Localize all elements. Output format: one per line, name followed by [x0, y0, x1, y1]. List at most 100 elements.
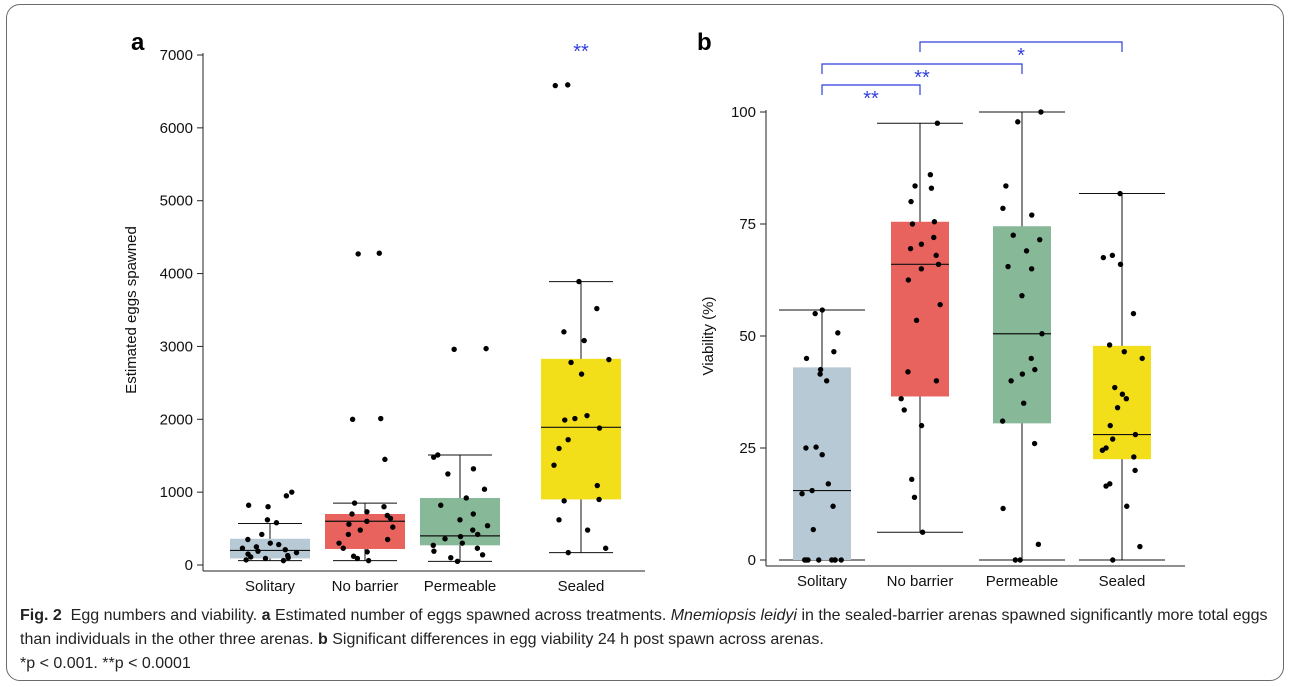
caption-species: Mnemiopsis leidyi [670, 607, 797, 624]
data-point-solitary [245, 502, 252, 508]
y-tick-label: 2000 [160, 411, 193, 428]
y-tick-label: 1000 [160, 484, 193, 501]
data-point-permeable [435, 452, 441, 458]
caption-panel-a-label: a [261, 607, 271, 624]
data-point-solitary [799, 490, 805, 497]
data-point-no-barrier [919, 529, 926, 535]
data-point-no-barrier [934, 120, 941, 126]
data-point-solitary [803, 557, 809, 563]
y-tick-label: 50 [739, 328, 756, 345]
data-point-permeable [1015, 119, 1021, 125]
panel-b-chart: 0 25 50 75 100 Viability (%) b Solitary No barri… [697, 29, 1185, 590]
data-point-no-barrier [901, 407, 907, 413]
data-point-sealed [1109, 436, 1116, 442]
data-point-no-barrier [918, 422, 925, 429]
data-point-permeable [463, 495, 469, 501]
data-point-solitary [289, 489, 295, 495]
data-point-permeable [1012, 557, 1019, 563]
data-point-solitary [280, 557, 287, 564]
data-point-no-barrier [918, 241, 925, 247]
data-point-no-barrier [931, 234, 937, 241]
data-point-permeable [470, 527, 476, 533]
data-point-permeable [1028, 266, 1035, 272]
y-tick-label: 5000 [160, 193, 193, 210]
data-point-no-barrier [905, 277, 912, 283]
data-point-permeable [479, 552, 486, 558]
data-point-solitary [264, 517, 271, 523]
data-point-no-barrier [381, 504, 387, 510]
data-point-solitary [293, 549, 300, 556]
data-point-sealed [565, 82, 571, 88]
data-point-sealed [1139, 355, 1145, 362]
y-axis-label: Viability (%) [700, 297, 717, 376]
y-tick-label: 0 [748, 552, 756, 569]
box-solitary [793, 367, 851, 560]
data-point-sealed [594, 482, 600, 489]
data-point-permeable [1017, 557, 1023, 563]
data-point-permeable [1020, 400, 1027, 406]
y-tick-label: 6000 [160, 120, 193, 137]
data-point-no-barrier [376, 250, 382, 256]
data-point-no-barrier [365, 557, 372, 564]
significance-label: ** [914, 67, 930, 89]
box-no-barrier [891, 221, 949, 397]
data-point-no-barrier [912, 183, 918, 189]
box-sealed [541, 358, 621, 500]
data-point-sealed [1132, 431, 1139, 438]
data-point-sealed [1131, 454, 1137, 460]
caption-panel-a-text: Estimated number of eggs spawned across … [274, 607, 667, 624]
data-point-solitary [253, 544, 260, 550]
data-point-sealed [561, 498, 567, 504]
data-point-permeable [470, 466, 477, 472]
data-point-solitary [817, 371, 823, 377]
data-point-sealed [561, 329, 567, 335]
data-point-solitary [832, 557, 838, 563]
data-point-no-barrier [364, 509, 370, 515]
data-point-solitary [282, 547, 288, 553]
data-point-no-barrier [931, 219, 938, 225]
data-point-sealed [1137, 543, 1143, 550]
data-point-permeable [1039, 331, 1045, 337]
caption-panel-b-text: Significant differences in egg viability… [332, 631, 824, 648]
data-point-solitary [239, 545, 246, 551]
data-point-solitary [835, 330, 841, 336]
y-tick-label: 3000 [160, 338, 193, 355]
data-point-sealed [1124, 503, 1130, 509]
data-point-sealed [602, 545, 609, 551]
data-point-permeable [1023, 248, 1030, 254]
x-tick-label: Permeable [424, 578, 497, 595]
data-point-no-barrier [905, 369, 911, 375]
data-point-permeable [430, 542, 436, 549]
data-point-no-barrier [364, 518, 370, 524]
x-tick-label: Sealed [1099, 573, 1146, 590]
data-point-sealed [1100, 254, 1107, 261]
data-point-permeable [1035, 541, 1042, 548]
data-point-no-barrier [918, 266, 925, 272]
data-point-no-barrier [913, 317, 920, 324]
y-tick-label: 25 [739, 440, 756, 457]
data-point-sealed [584, 412, 590, 419]
data-point-permeable [457, 517, 463, 523]
data-point-no-barrier [384, 512, 391, 519]
data-point-permeable [475, 531, 481, 538]
data-point-sealed [1109, 252, 1116, 259]
data-point-sealed [1123, 396, 1130, 402]
data-point-permeable [1028, 355, 1034, 362]
y-axis-label: Estimated eggs spawned [123, 226, 140, 394]
data-point-sealed [596, 425, 603, 431]
data-point-no-barrier [933, 252, 939, 259]
data-point-sealed [1117, 261, 1124, 268]
data-point-no-barrier [340, 545, 346, 551]
data-point-permeable [481, 486, 488, 492]
data-point-sealed [576, 278, 582, 285]
data-point-permeable [459, 540, 466, 546]
significance-bracket [821, 63, 1023, 74]
data-point-permeable [1005, 263, 1011, 270]
data-point-solitary [803, 355, 810, 362]
x-tick-label: No barrier [887, 573, 954, 590]
data-point-no-barrier [927, 172, 934, 178]
data-point-sealed [1103, 445, 1109, 451]
data-point-sealed [1130, 310, 1137, 317]
y-tick-label: 7000 [160, 47, 193, 64]
